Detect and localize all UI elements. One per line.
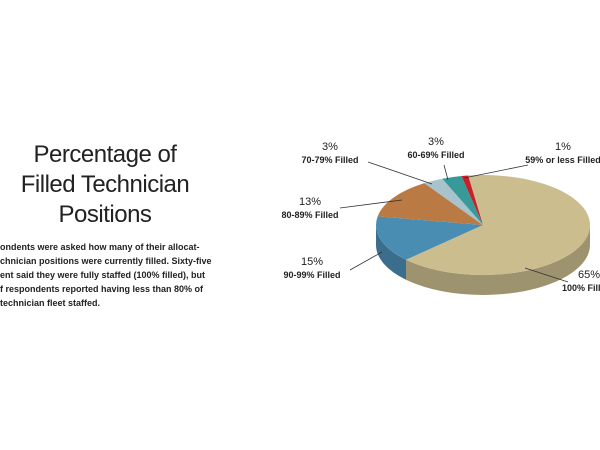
leader-line xyxy=(524,267,569,283)
value-label: 13% xyxy=(299,196,321,208)
description-line: ondents were asked how many of their all… xyxy=(0,242,200,252)
slice xyxy=(377,183,483,225)
value-label: 15% xyxy=(301,256,323,268)
slice-side xyxy=(375,225,407,280)
description-line: chnician positions were currently filled… xyxy=(0,256,212,266)
description-line: technician fleet staffed. xyxy=(0,298,101,308)
description-line: f respondents reported having less than … xyxy=(0,284,204,294)
slice xyxy=(376,216,483,260)
value-label: 3% xyxy=(428,136,444,148)
description: ondents were asked how many of their all… xyxy=(0,240,212,310)
leader-line xyxy=(443,164,449,181)
chart-title: Percentage of Filled Technician Position… xyxy=(20,141,190,228)
leader-line xyxy=(339,199,403,209)
value-label: 65% xyxy=(578,269,600,281)
slice xyxy=(442,176,483,225)
leader-line xyxy=(349,251,383,271)
category-label: 60-69% Filled xyxy=(407,150,464,160)
category-label: 90-99% Filled xyxy=(283,270,340,280)
slice xyxy=(406,175,590,275)
slice xyxy=(461,175,483,225)
category-label: 80-89% Filled xyxy=(281,210,338,220)
category-label: 70-79% Filled xyxy=(301,155,358,165)
value-label: 3% xyxy=(322,141,338,153)
category-label: 100% Filled xyxy=(562,283,600,293)
slice-side xyxy=(406,225,590,295)
slice xyxy=(424,178,483,225)
leader-line xyxy=(367,161,433,185)
value-label: 1% xyxy=(555,141,571,153)
category-label: 59% or less Filled xyxy=(525,155,600,165)
description-line: ent said they were fully staffed (100% f… xyxy=(0,270,206,280)
leader-line xyxy=(463,164,529,179)
